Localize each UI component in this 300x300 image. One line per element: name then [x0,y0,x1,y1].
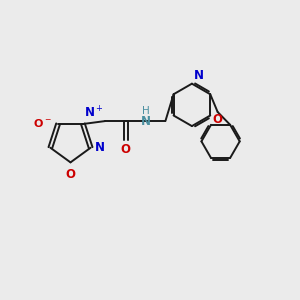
Text: N: N [194,69,203,82]
Text: N$^+$: N$^+$ [84,106,104,121]
Text: N: N [95,141,105,154]
Text: O: O [65,168,76,181]
Text: O: O [213,113,223,126]
Text: O: O [121,143,131,156]
Text: O$^-$: O$^-$ [33,116,52,128]
Text: N: N [141,115,151,128]
Text: H: H [142,106,150,116]
